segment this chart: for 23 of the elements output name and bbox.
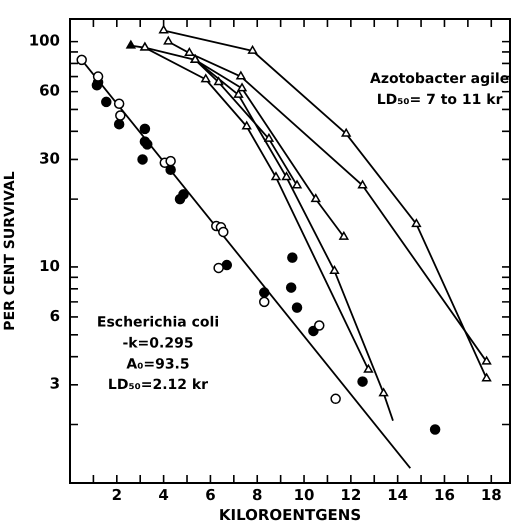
- y-tick-label: 10: [39, 256, 60, 275]
- y-tick-label: 6: [50, 306, 60, 325]
- y-tick-label: 3: [50, 374, 60, 393]
- annotation: A₀=93.5: [126, 356, 190, 372]
- x-axis-title: KILOROENTGENS: [218, 506, 362, 524]
- x-tick-label: 6: [205, 486, 216, 504]
- x-tick-label: 10: [294, 486, 314, 504]
- annotation: -k=0.295: [122, 335, 194, 352]
- annotation: LD₅₀=2.12 kr: [108, 377, 208, 394]
- x-tick-label: 16: [434, 486, 455, 504]
- y-tick-label: 30: [39, 149, 60, 168]
- x-tick-label: 4: [158, 486, 169, 504]
- x-tick-label: 12: [340, 486, 362, 504]
- x-tick-label: 2: [112, 486, 122, 504]
- y-axis-title: PER CENT SURVIVAL: [2, 171, 18, 331]
- x-tick-label: 18: [480, 486, 502, 504]
- annotation: Escherichia coli: [96, 314, 220, 331]
- y-tick-label: 100: [28, 32, 60, 50]
- annotation: Azotobacter agile: [370, 70, 510, 87]
- y-tick-label: 60: [39, 82, 60, 100]
- annotation: LD₅₀= 7 to 11 kr: [376, 92, 503, 108]
- x-tick-label: 8: [252, 486, 262, 504]
- x-tick-label: 14: [387, 486, 408, 504]
